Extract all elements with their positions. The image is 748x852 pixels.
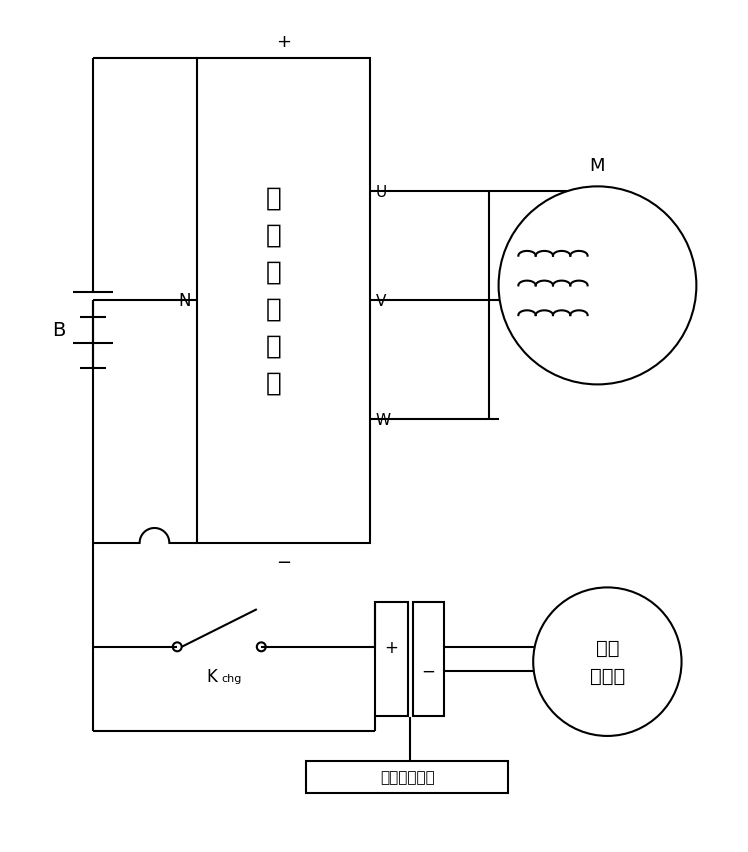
Text: +: +: [276, 32, 291, 50]
Text: 直流
充电桩: 直流 充电桩: [589, 638, 625, 685]
Text: B: B: [52, 321, 65, 340]
Text: +: +: [384, 638, 398, 657]
Bar: [375, 602, 408, 717]
Text: N: N: [179, 292, 191, 310]
Text: 充电端口组件: 充电端口组件: [380, 769, 435, 785]
Text: M: M: [589, 158, 605, 176]
Bar: [197, 59, 370, 544]
Text: V: V: [376, 293, 387, 308]
Text: 三
电
平
逆
变
器: 三 电 平 逆 变 器: [266, 186, 281, 396]
Text: U: U: [376, 185, 387, 199]
Text: chg: chg: [221, 673, 242, 682]
Bar: [306, 761, 509, 793]
Text: K: K: [206, 667, 217, 685]
Text: W: W: [376, 412, 391, 427]
Circle shape: [173, 642, 182, 652]
Bar: [413, 602, 444, 717]
Circle shape: [257, 642, 266, 652]
Text: −: −: [421, 662, 435, 680]
Text: −: −: [276, 553, 291, 571]
